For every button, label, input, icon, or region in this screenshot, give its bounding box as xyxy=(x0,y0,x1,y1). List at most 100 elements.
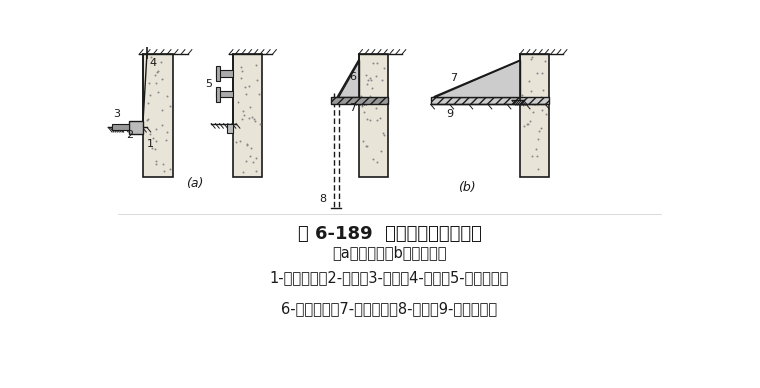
Point xyxy=(144,54,157,61)
Point xyxy=(529,100,541,107)
Text: （a）对撑；（b）竖向斜撑: （a）对撑；（b）竖向斜撑 xyxy=(332,245,447,260)
Point xyxy=(240,91,252,97)
Point xyxy=(160,129,173,135)
Point xyxy=(355,94,367,100)
Point xyxy=(360,116,372,122)
Point xyxy=(250,168,262,174)
Point xyxy=(241,141,253,147)
Point xyxy=(360,72,372,78)
Polygon shape xyxy=(337,61,359,97)
Text: 7: 7 xyxy=(349,103,356,113)
Point xyxy=(360,81,372,87)
Point xyxy=(362,77,374,83)
Point xyxy=(364,75,376,81)
Point xyxy=(141,99,154,106)
Bar xyxy=(112,124,129,130)
Point xyxy=(149,72,161,78)
Text: 8: 8 xyxy=(320,194,327,204)
Text: 5: 5 xyxy=(205,79,212,88)
Point xyxy=(367,156,379,163)
Text: 图 6-189  水泥土墙加临时支撑: 图 6-189 水泥土墙加临时支撑 xyxy=(298,225,481,243)
Point xyxy=(150,138,163,144)
Point xyxy=(250,61,262,68)
Point xyxy=(254,121,266,127)
Bar xyxy=(216,66,220,81)
Point xyxy=(249,118,261,124)
Point xyxy=(530,70,543,76)
Text: 2: 2 xyxy=(126,130,133,140)
Point xyxy=(375,148,388,154)
Point xyxy=(246,114,258,121)
Point xyxy=(244,153,256,159)
Point xyxy=(156,107,168,113)
Point xyxy=(531,101,543,107)
Point xyxy=(152,68,164,74)
Point xyxy=(238,111,250,118)
Point xyxy=(371,98,383,104)
Point xyxy=(152,89,164,95)
Point xyxy=(240,158,252,165)
Point xyxy=(160,93,173,99)
Point xyxy=(521,121,534,127)
Point xyxy=(537,87,549,93)
Bar xyxy=(129,121,143,133)
Bar xyxy=(216,91,233,97)
Point xyxy=(376,76,388,83)
Point xyxy=(156,122,168,128)
Point xyxy=(370,105,382,111)
Point xyxy=(369,73,382,79)
Point xyxy=(234,64,246,71)
Point xyxy=(150,161,163,167)
Point xyxy=(366,85,378,91)
Point xyxy=(516,92,528,99)
Text: 9: 9 xyxy=(446,109,453,119)
Point xyxy=(525,55,537,62)
Point xyxy=(539,57,551,64)
Point xyxy=(531,153,543,159)
Bar xyxy=(233,54,262,177)
Point xyxy=(232,99,244,105)
Point xyxy=(160,137,173,143)
Bar xyxy=(431,97,549,104)
Point xyxy=(517,102,529,108)
Point xyxy=(371,60,383,66)
Point xyxy=(248,116,260,122)
Point xyxy=(247,159,259,165)
Point xyxy=(251,77,263,83)
Point xyxy=(356,139,369,145)
Polygon shape xyxy=(435,61,520,97)
Point xyxy=(536,107,548,113)
Point xyxy=(530,146,542,152)
Point xyxy=(151,69,163,75)
Point xyxy=(533,128,545,134)
Text: 6: 6 xyxy=(349,72,356,81)
Point xyxy=(521,121,534,128)
Point xyxy=(361,143,373,149)
Point xyxy=(235,75,247,81)
Point xyxy=(371,117,383,123)
Point xyxy=(371,159,383,165)
Point xyxy=(243,114,255,121)
Point xyxy=(521,100,534,106)
Bar xyxy=(226,123,233,133)
Point xyxy=(156,76,168,82)
Bar xyxy=(359,54,388,177)
Point xyxy=(146,145,158,151)
Point xyxy=(364,116,376,123)
Point xyxy=(527,109,539,115)
Point xyxy=(365,77,377,83)
Point xyxy=(150,126,163,132)
Text: 3: 3 xyxy=(113,109,121,119)
Point xyxy=(377,130,389,136)
Point xyxy=(141,117,153,123)
Point xyxy=(540,97,552,103)
Point xyxy=(236,68,248,74)
Point xyxy=(236,169,249,175)
Point xyxy=(535,125,547,132)
Point xyxy=(524,118,537,124)
Point xyxy=(236,115,248,121)
Point xyxy=(253,91,265,97)
Point xyxy=(527,101,540,107)
Bar xyxy=(216,71,233,76)
Text: (a): (a) xyxy=(186,177,204,190)
